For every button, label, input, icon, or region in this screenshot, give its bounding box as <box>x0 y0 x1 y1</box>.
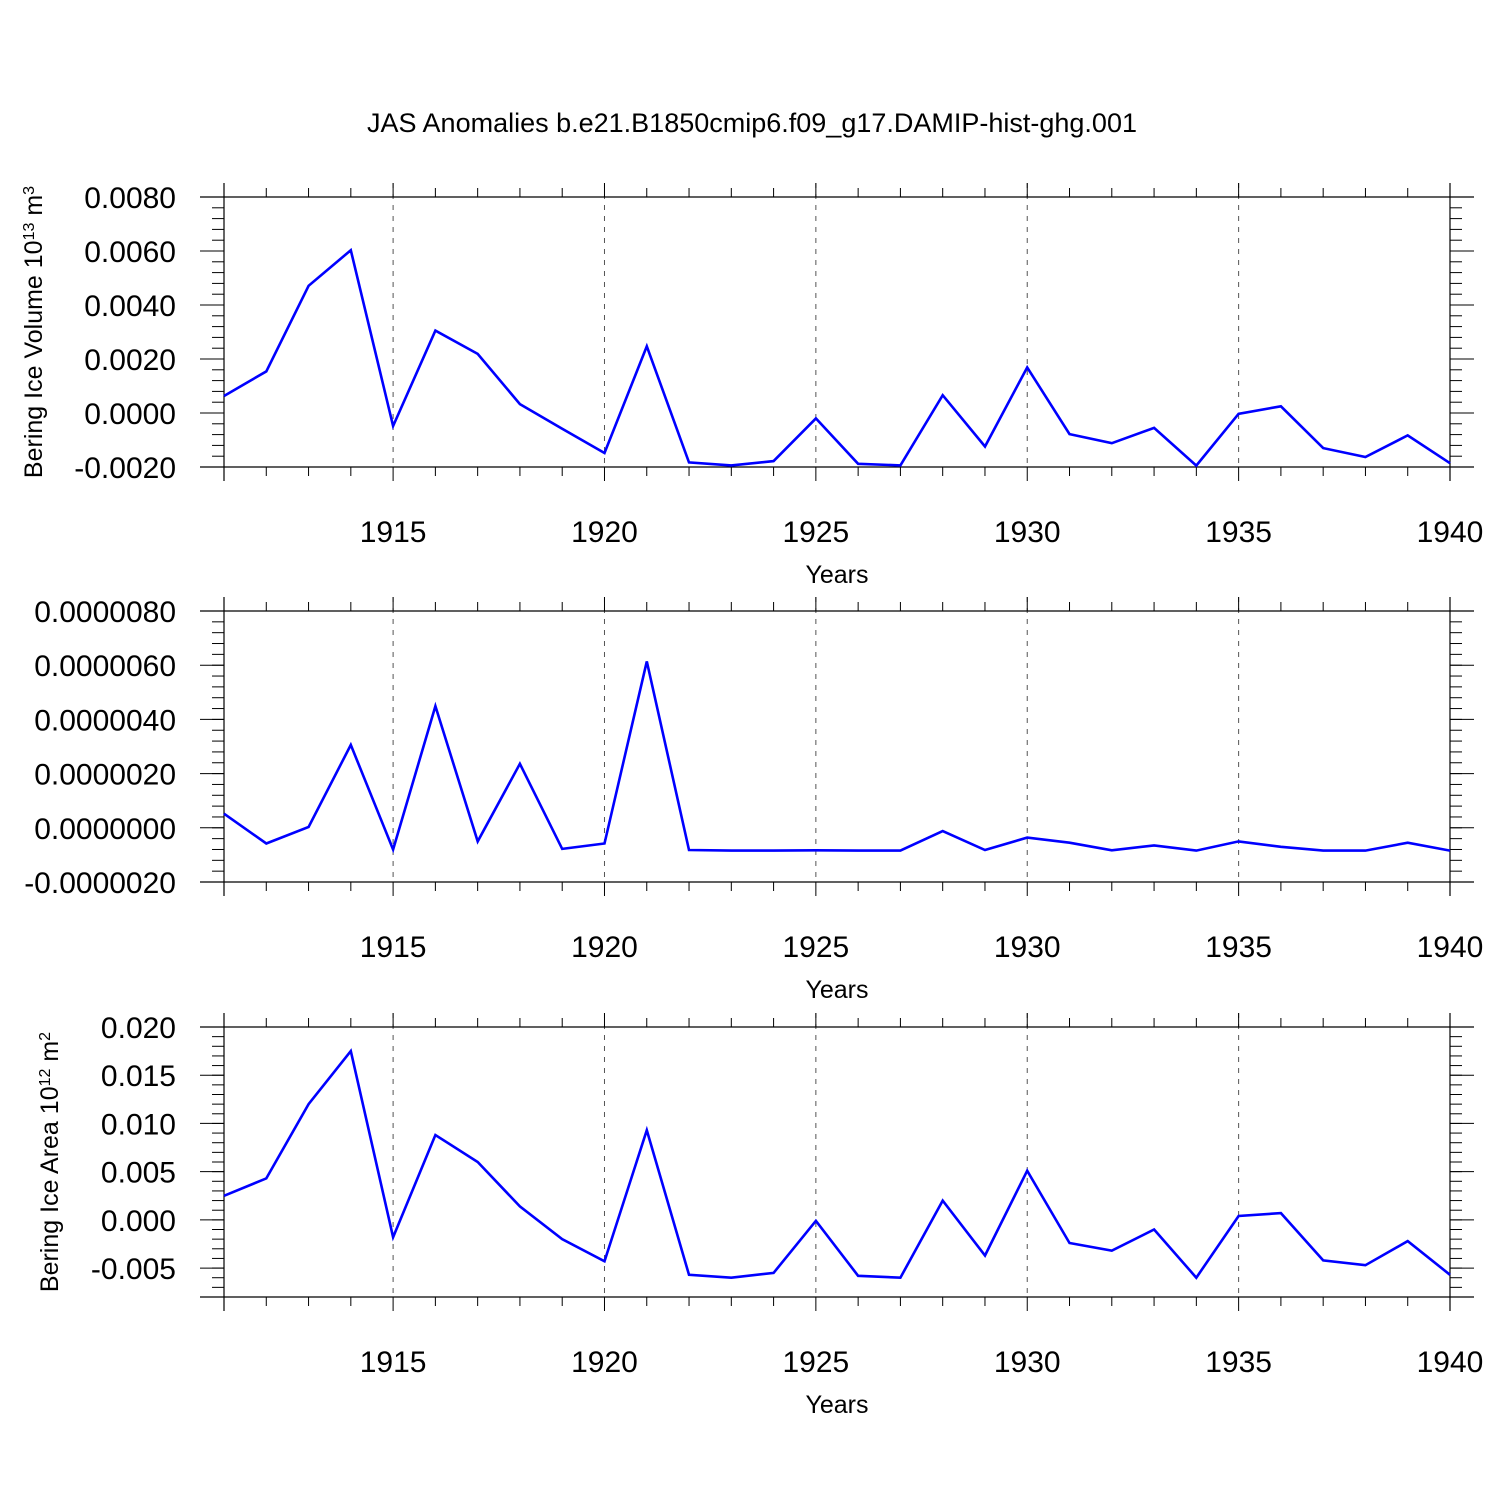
data-series-line <box>223 247 1451 468</box>
x-tick-label: 1920 <box>571 516 638 549</box>
y-tick-label: 0.0000000 <box>34 813 176 846</box>
x-axis-label: Years <box>805 561 868 589</box>
y-tick-label: 0.0020 <box>84 344 176 377</box>
x-tick-label: 1915 <box>360 1346 427 1379</box>
x-tick-label: 1930 <box>994 931 1061 964</box>
x-axis-label: Years <box>805 976 868 1004</box>
x-tick-label: 1940 <box>1417 516 1484 549</box>
x-tick-label: 1940 <box>1417 931 1484 964</box>
x-tick-label: 1915 <box>360 931 427 964</box>
y-tick-label: 0.0000060 <box>34 650 176 683</box>
y-tick-label: 0.000 <box>101 1205 176 1238</box>
y-axis-label: Bering Ice Volume 1013 m3 <box>20 186 48 478</box>
x-axis-label: Years <box>805 1391 868 1419</box>
y-tick-label: 0.0000080 <box>34 596 176 629</box>
y-tick-label: 0.005 <box>101 1157 176 1190</box>
y-tick-label: 0.0000040 <box>34 704 176 737</box>
y-tick-label: 0.0000020 <box>34 759 176 792</box>
y-tick-label: 0.0080 <box>84 182 176 215</box>
y-tick-label: -0.005 <box>91 1253 176 1286</box>
y-tick-label: 0.0040 <box>84 290 176 323</box>
x-tick-label: 1935 <box>1205 1346 1272 1379</box>
x-tick-label: 1920 <box>571 1346 638 1379</box>
y-axis-label: Bering Ice Area 1012 m2 <box>36 1032 64 1292</box>
chart-title: JAS Anomalies b.e21.B1850cmip6.f09_g17.D… <box>367 108 1137 138</box>
x-tick-label: 1930 <box>994 1346 1061 1379</box>
y-tick-label: 0.020 <box>101 1012 176 1045</box>
data-series-line <box>223 1048 1451 1280</box>
x-tick-label: 1925 <box>782 1346 849 1379</box>
x-tick-label: 1925 <box>782 931 849 964</box>
x-tick-label: 1940 <box>1417 1346 1484 1379</box>
y-tick-label: 0.0060 <box>84 236 176 269</box>
y-tick-label: 0.0000 <box>84 398 176 431</box>
panel-ice-area: -0.005 0.000 0.005 0.010 0.015 0.020 1915 1920 1… <box>36 1012 1483 1419</box>
x-tick-label: 1920 <box>571 931 638 964</box>
x-tick-label: 1925 <box>782 516 849 549</box>
x-tick-label: 1935 <box>1205 516 1272 549</box>
y-tick-label: -0.0000020 <box>24 867 176 900</box>
data-series-line <box>223 661 1451 854</box>
x-tick-label: 1915 <box>360 516 427 549</box>
x-tick-label: 1930 <box>994 516 1061 549</box>
y-tick-label: -0.0020 <box>74 452 176 485</box>
y-tick-label: 0.015 <box>101 1060 176 1093</box>
y-tick-label: 0.010 <box>101 1108 176 1141</box>
x-tick-label: 1935 <box>1205 931 1272 964</box>
panel-ice-volume: -0.0020 0.0000 0.0020 0.0040 0.0060 0.0080 191… <box>20 182 1483 589</box>
panel-middle: -0.0000020 0.0000000 0.0000020 0.0000040 0.0… <box>24 596 1483 1004</box>
